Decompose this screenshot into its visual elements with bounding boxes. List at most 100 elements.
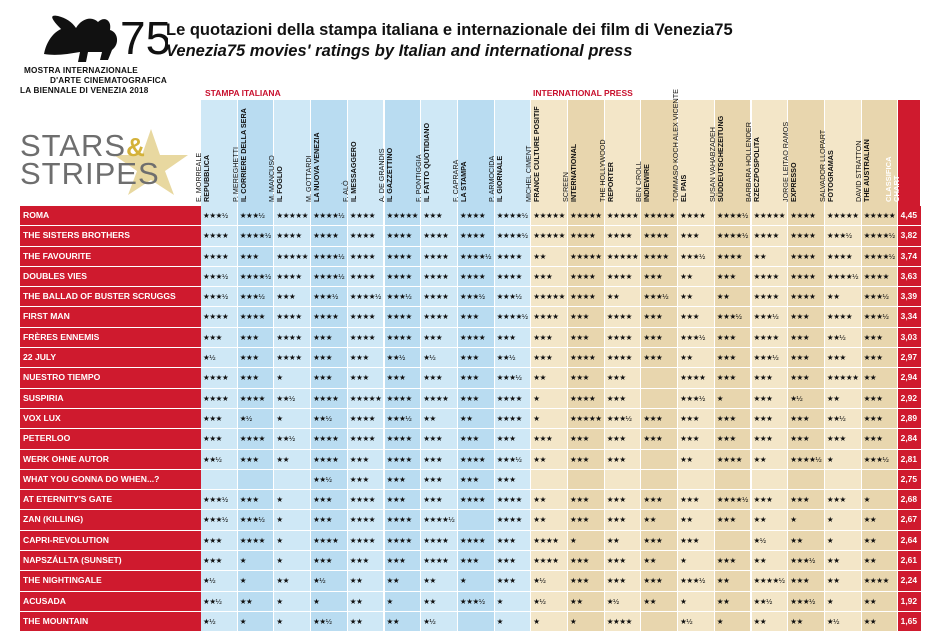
- rating-cell: [641, 368, 679, 388]
- rating-cell: ★★★: [714, 408, 752, 429]
- rating-cell: ★★★: [311, 348, 348, 368]
- rating-cell: ★★★: [861, 348, 899, 368]
- rating-cell: ★★★½: [384, 287, 422, 307]
- rating-cell: ★★★: [604, 449, 642, 469]
- rating-cell: ★★★: [751, 490, 789, 510]
- critic-publication: LA NUOVA VENEZIA: [311, 132, 321, 202]
- rating-cell: ★★: [384, 611, 422, 632]
- title-english: Venezia75 movies' ratings by Italian and…: [166, 42, 633, 60]
- rating-cell: ★★★: [274, 287, 312, 307]
- rating-cell: ★½: [201, 571, 238, 591]
- rating-cell: ★★★★: [421, 551, 458, 571]
- rating-cell: ★★★: [201, 530, 238, 551]
- chart-label: CHART: [892, 175, 902, 202]
- critic-publication: FOTOGRAMAS: [825, 150, 835, 202]
- rating-cell: [678, 469, 715, 490]
- rating-cell: ★★: [788, 611, 825, 632]
- critic-publication: RZECZPOSPOLITA: [752, 137, 762, 202]
- rating-cell: ★★★★: [384, 510, 422, 530]
- critic-header: THE HOLLYWOOD REPORTER: [598, 100, 642, 206]
- film-row: THE SISTERS BROTHERS ★★★★ ★★★★½ ★★★★ ★★★★ ★★★…: [20, 226, 921, 247]
- rating-cell: ★★★: [347, 368, 385, 388]
- rating-cell: ★★★★: [494, 510, 532, 530]
- critic-header: P. MEREGHETTI IL CORRIERE DELLA SERA: [231, 100, 275, 206]
- rating-cell: ★★★★: [457, 530, 495, 551]
- rating-cell: ★★★½: [678, 327, 715, 348]
- rating-cell: ★★★★½: [714, 226, 752, 246]
- rating-cell: ★★★★: [457, 449, 495, 469]
- rating-cell: ★★: [861, 611, 899, 632]
- critic-publication: IL GIORNALE: [495, 155, 505, 202]
- film-row: FRÈRES ENNEMIS ★★★ ★★★ ★★★★ ★★★ ★★★★ ★★★★ ★★★ ★★…: [20, 327, 921, 349]
- rating-cell: ★★★½: [384, 408, 422, 429]
- rating-cell: ★★★: [311, 551, 348, 571]
- rating-cell: ★★★★: [274, 327, 312, 348]
- critic-header: P. ARMOCIDA IL GIORNALE: [487, 100, 532, 206]
- film-title: SUSPIRIA: [20, 388, 201, 408]
- average-score: 3,63: [898, 266, 921, 287]
- logo-number: 75: [120, 12, 168, 64]
- rating-cell: ★★★: [237, 246, 275, 266]
- rating-cell: ★★★: [568, 510, 605, 530]
- rating-cell: ★★★★: [384, 530, 422, 551]
- rating-cell: ★★★★: [347, 327, 385, 348]
- rating-cell: ★: [274, 368, 312, 388]
- rating-cell: ★★★: [384, 368, 422, 388]
- rating-cell: ★★★★: [347, 206, 385, 226]
- rating-cell: ★: [237, 551, 275, 571]
- rating-cell: ★★★: [751, 429, 789, 449]
- rating-cell: ★★★: [788, 348, 825, 368]
- rating-cell: ★★★½: [311, 287, 348, 307]
- rating-cell: ★★: [421, 408, 458, 429]
- critic-header-row: E. MORREALE REPUBBLICA P. MEREGHETTI IL COR…: [20, 89, 921, 206]
- ampersand: &: [126, 132, 146, 162]
- rating-cell: ★★★★: [604, 348, 642, 368]
- rating-cell: ★★: [531, 246, 568, 266]
- stars-word: STARS: [20, 128, 127, 163]
- rating-cell: ★★★★: [421, 530, 458, 551]
- rating-cell: ★★★★: [714, 246, 752, 266]
- rating-cell: ★★★: [678, 429, 715, 449]
- rating-cell: ★★★★: [384, 266, 422, 287]
- rating-cell: ★★★: [237, 348, 275, 368]
- rating-cell: ★★★★★: [531, 287, 568, 307]
- rating-cell: ★★★: [788, 429, 825, 449]
- rating-cell: ★★★½: [201, 206, 238, 226]
- logo-line: D'ARTE CINEMATOGRAFICA: [50, 76, 168, 85]
- rating-cell: ★★★★: [237, 307, 275, 327]
- rating-cell: ★★★: [604, 551, 642, 571]
- rating-cell: ★★★½: [201, 266, 238, 287]
- film-row: 22 JULY ★½ ★★★ ★★★★ ★★★ ★★★ ★★½ ★½ ★★★ ★★½ ★★★ ★★★★…: [20, 348, 921, 369]
- rating-cell: ★★★: [714, 266, 752, 287]
- rating-cell: ★★: [274, 571, 312, 591]
- rating-cell: ★★★: [384, 469, 422, 490]
- critic-publication: SÜDDEUTSCHEZEITUNG: [715, 115, 725, 202]
- rating-cell: ★★★★: [494, 490, 532, 510]
- critic-publication: IL MESSAGGERO: [348, 141, 358, 202]
- rating-cell: ★★★: [531, 266, 568, 287]
- rating-cell: ★★★★: [604, 611, 642, 632]
- rating-cell: [531, 469, 568, 490]
- rating-cell: ★★★★★: [641, 206, 679, 226]
- rating-cell: ★★★★: [604, 327, 642, 348]
- critic-header: M. MANCUSO IL FOGLIO: [267, 100, 312, 206]
- rating-cell: ★★★★: [531, 530, 568, 551]
- rating-cell: ★★★: [568, 368, 605, 388]
- group-label-international: INTERNATIONAL PRESS: [533, 88, 633, 98]
- rating-cell: ★★★: [604, 490, 642, 510]
- biennale-logo: 75 MOSTRA INTERNAZIONALE D'ARTE CINEMATO…: [18, 6, 188, 108]
- critic-header: A. DE GRANDIS IL GAZZETTINO: [377, 100, 422, 206]
- critic-header: F. PONTIGGIA IL FATTO QUOTIDIANO: [414, 100, 458, 206]
- rating-cell: ★★★★: [494, 408, 532, 429]
- rating-cell: ★★★: [641, 348, 679, 368]
- rating-cell: ★★★: [457, 368, 495, 388]
- rating-cell: ★★: [678, 510, 715, 530]
- rating-cell: ★★★★: [384, 226, 422, 246]
- rating-cell: ★★★: [824, 429, 862, 449]
- critic-publication: THE AUSTRALIAN: [862, 139, 872, 202]
- rating-cell: ★★★★: [788, 226, 825, 246]
- critic-publication: REPUBBLICA: [201, 154, 211, 202]
- rating-cell: ★: [824, 530, 862, 551]
- rating-cell: ★★★: [568, 429, 605, 449]
- rating-cell: ★★★: [751, 368, 789, 388]
